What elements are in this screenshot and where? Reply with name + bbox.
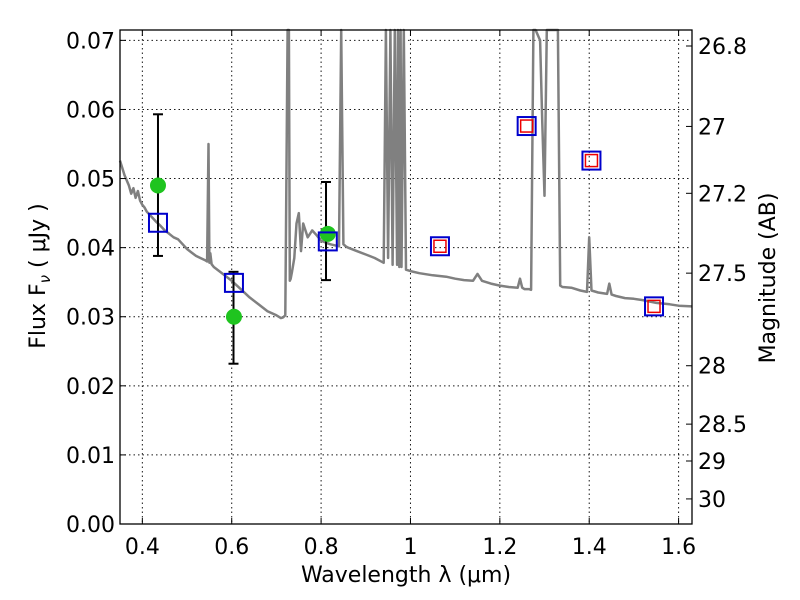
plot-frame — [119, 29, 693, 525]
red-inner-marker — [433, 239, 447, 254]
secondary-y-axis-label: Magnitude (AB) — [756, 193, 781, 364]
y-tick-label: 0.06 — [66, 98, 115, 123]
model-square-marker — [147, 212, 168, 233]
model-square-marker — [644, 296, 665, 317]
y-axis-label: Flux Fν ( μJy ) — [26, 203, 54, 348]
x-tick-label: 1.2 — [482, 535, 517, 560]
red-inner-marker — [519, 119, 534, 133]
x-tick-label: 1.4 — [572, 535, 607, 560]
y2-tick-label: 27.2 — [698, 182, 747, 207]
y2-tick-label: 28 — [698, 355, 726, 380]
x-axis-label: Wavelength λ (μm) — [301, 563, 511, 588]
tick-marks-layer — [120, 30, 692, 525]
y-tick-label: 0.07 — [66, 29, 115, 54]
y2-tick-label: 28.5 — [698, 413, 747, 438]
observed-point — [319, 225, 336, 242]
x-tick-label: 1 — [403, 535, 417, 560]
y-axis-label-subscript: ν — [36, 275, 54, 283]
x-tick-label: 1.6 — [661, 535, 696, 560]
y-tick-label: 0.00 — [66, 513, 115, 538]
model-square-marker — [223, 272, 244, 293]
y-tick-label: 0.01 — [66, 444, 115, 469]
x-tick-label: 0.8 — [304, 535, 339, 560]
y2-tick-label: 30 — [698, 488, 726, 513]
observed-point — [149, 177, 166, 194]
model-square-marker — [317, 231, 338, 252]
y2-tick-label: 27 — [698, 115, 726, 140]
y-tick-label: 0.03 — [66, 306, 115, 331]
y-axis-label-unit: ( μJy ) — [26, 203, 51, 275]
y2-tick-label: 27.5 — [698, 262, 747, 287]
y-tick-label: 0.04 — [66, 237, 115, 262]
model-square-marker — [516, 116, 537, 137]
y-tick-label: 0.05 — [66, 168, 115, 193]
y2-tick-label: 29 — [698, 450, 726, 475]
error-bars-layer — [152, 113, 332, 365]
x-tick-labels: 0.4 0.6 0.8 1 1.2 1.4 1.6 — [125, 535, 696, 560]
x-tick-label: 0.4 — [125, 535, 160, 560]
spectrum-line — [118, 28, 693, 320]
red-inner-marker — [647, 299, 661, 314]
model-squares-layer — [147, 116, 665, 317]
spectrum-layer — [118, 28, 693, 320]
model-square-marker — [581, 150, 602, 171]
grid-lines — [120, 30, 692, 524]
y2-tick-label: 26.8 — [698, 35, 747, 60]
red-inner-marker — [584, 153, 599, 168]
y-tick-label: 0.02 — [66, 375, 115, 400]
y-axis-label-main: Flux F — [26, 283, 51, 348]
y-tick-labels: 0.00 0.01 0.02 0.03 0.04 0.05 0.06 0.07 — [66, 29, 115, 538]
y2-tick-labels: 26.8 27 27.2 27.5 28 28.5 29 30 — [698, 35, 747, 513]
x-tick-label: 0.6 — [214, 535, 249, 560]
model-square-marker — [429, 236, 450, 257]
observed-point — [225, 308, 242, 325]
observed-points-layer — [149, 177, 336, 325]
